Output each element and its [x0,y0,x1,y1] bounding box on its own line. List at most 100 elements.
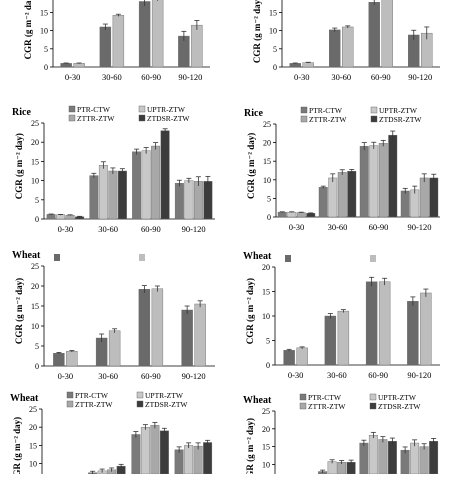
bar [337,310,350,366]
x-tick-label: 0-30 [294,72,310,82]
legend-label: UPTR-ZTW [147,105,186,114]
legend-label: ZTDSR-ZTW [378,402,421,411]
bar [203,442,213,475]
y-tick-label: 0 [35,215,39,224]
bar [151,145,161,220]
bar [378,439,388,475]
legend-label: ZTTR-ZTW [309,115,347,124]
bar [327,461,337,475]
y-tick-label: 5 [44,45,48,54]
bar [191,24,203,68]
legend-swatch [299,393,307,401]
bar [388,134,398,218]
legend-label: PTR-CTW [309,106,343,115]
y-tick-label: 5 [273,45,277,54]
y-tick-label: 20 [262,263,270,272]
bar [410,189,420,218]
x-tick-label: 30-60 [327,370,347,380]
panel-title: Rice [12,107,31,118]
bar [365,281,378,366]
legend-swatch [300,106,308,114]
bar [53,353,65,367]
legend-swatch [139,254,145,261]
legend-swatch [370,255,376,262]
x-tick-label: 90-120 [182,224,206,234]
y-tick-label: 0 [267,213,271,222]
bar [277,211,287,218]
y-tick-label: 25 [263,120,271,129]
bar [359,146,369,218]
bar [60,63,72,68]
bar [419,446,429,475]
x-tick-label: 90-120 [178,72,202,82]
y-tick-label: 5 [266,337,270,346]
bar [368,2,380,68]
bar [400,449,410,475]
bar [160,130,170,220]
y-tick-label: 25 [29,405,37,414]
bar [302,62,314,68]
chart-panel-wheat-left: 0 5 10 15 20 25 CGR (g m⁻² day) Wheat 0-30 30-60 6… [12,250,215,381]
bar [283,350,295,366]
bar [150,425,160,475]
x-tick-label: 90-120 [182,371,206,381]
y-axis-label: CGR (g m⁻² day) [245,418,255,474]
bar [151,0,164,68]
bar [56,214,66,220]
x-tick-label: 30-60 [98,224,118,234]
bar [378,281,391,366]
chart-panel-wheat-bottom-left: 10 15 20 25 CGR (g m⁻² day) Wheat PTR-CTW UPTR-… [10,391,213,479]
legend-swatch [299,402,307,410]
bar [181,309,193,367]
bar [140,427,150,475]
legend-swatch [136,400,144,408]
bar [387,441,397,475]
y-tick-label: 25 [31,262,39,271]
bar [151,288,164,367]
bar [368,435,378,475]
y-axis-label: CGR (g m⁻² day) [14,133,24,199]
bar [131,434,141,475]
chart-panel-rice-left: 0 5 10 15 20 25 CGR (g m⁻² day) Rice PTR-CTW UPTR… [12,105,215,234]
bar [407,301,419,366]
bar [141,150,151,220]
y-tick-label: 15 [40,8,48,17]
bar [429,177,439,218]
y-tick-label: 0 [35,362,39,371]
bar [132,151,142,220]
x-tick-label: 60-90 [141,72,161,82]
legend-label: UPTR-ZTW [378,393,417,402]
bar [378,143,388,218]
bar [138,289,151,367]
bar [400,190,410,218]
y-tick-label: 10 [31,322,39,331]
x-tick-label: 90-120 [407,370,431,380]
y-tick-label: 5 [267,194,271,203]
bar [184,445,194,475]
bar [306,213,316,218]
legend-swatch [369,402,377,410]
y-tick-label: 20 [31,138,39,147]
bar [89,175,99,220]
bar [112,15,125,68]
y-tick-label: 10 [40,27,48,36]
y-tick-label: 10 [31,177,39,186]
legend-swatch [136,391,144,399]
x-tick-label: 0-30 [289,222,305,232]
bar [329,29,341,68]
legend-swatch [300,115,308,123]
panel-title: Wheat [243,395,272,406]
bar [174,183,184,220]
legend-label: ZTDSR-ZTW [379,115,422,124]
bar [419,177,429,218]
bar [410,442,420,475]
y-axis-label: CGR (g m⁻² day) [14,278,24,344]
bar [184,180,194,220]
y-tick-label: 10 [262,312,270,321]
bar [342,26,354,68]
x-tick-label: 30-60 [328,222,348,232]
legend-label: ZTTR-ZTW [75,400,113,409]
legend-label: PTR-CTW [75,391,109,400]
legend-swatch [66,400,74,408]
